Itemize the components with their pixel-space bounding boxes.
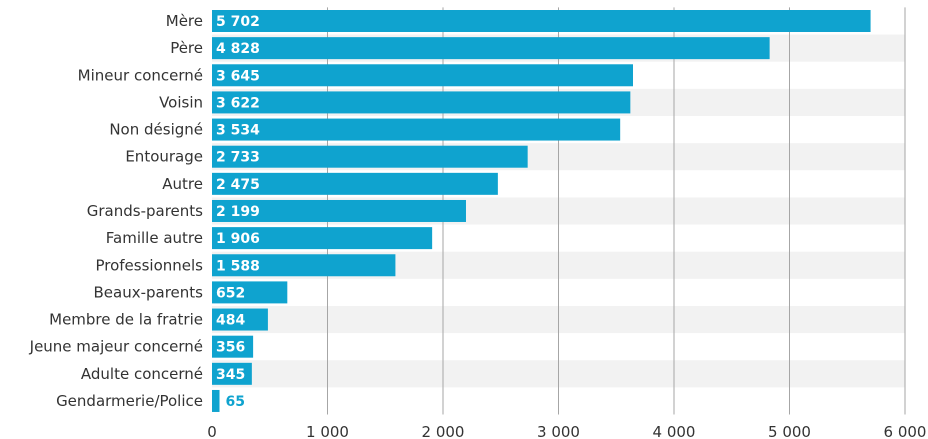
bar xyxy=(212,118,621,141)
bar xyxy=(212,172,498,195)
bar xyxy=(212,10,871,32)
category-label: Adulte concerné xyxy=(81,365,203,383)
category-label: Membre de la fratrie xyxy=(49,311,203,329)
bar xyxy=(212,281,288,304)
bar xyxy=(212,254,396,277)
value-label: 1 906 xyxy=(216,231,260,247)
category-label: Gendarmerie/Police xyxy=(56,392,203,410)
category-label: Grands-parents xyxy=(87,202,203,220)
bar xyxy=(212,389,220,412)
value-label: 2 733 xyxy=(216,150,260,166)
value-labels: 5 702 4 828 3 645 3 622 3 534 2 733 2 475 2 199… xyxy=(216,14,260,410)
value-label: 4 828 xyxy=(216,41,260,57)
x-tick-label: 5 000 xyxy=(768,423,811,439)
value-label: 356 xyxy=(216,340,245,356)
bar xyxy=(212,145,528,168)
bar xyxy=(212,37,770,60)
value-label: 484 xyxy=(216,313,245,329)
x-tick-label: 0 xyxy=(207,423,217,439)
category-label: Entourage xyxy=(125,148,203,166)
category-label: Voisin xyxy=(159,93,203,111)
value-label: 3 622 xyxy=(216,95,260,111)
category-label: Jeune majeur concerné xyxy=(29,338,203,356)
bar xyxy=(212,335,254,358)
category-label: Père xyxy=(170,39,203,57)
category-label: Famille autre xyxy=(106,229,203,247)
value-label: 345 xyxy=(216,367,245,383)
value-label: 3 534 xyxy=(216,123,260,139)
bar xyxy=(212,199,466,222)
category-label: Beaux-parents xyxy=(94,283,204,301)
x-tick-label: 3 000 xyxy=(537,423,580,439)
value-label: 652 xyxy=(216,285,245,301)
category-labels: Mère Père Mineur concerné Voisin Non désigné… xyxy=(29,12,204,410)
value-label: 2 199 xyxy=(216,204,260,220)
bar xyxy=(212,308,268,331)
x-tick-label: 1 000 xyxy=(306,423,349,439)
category-label: Mineur concerné xyxy=(78,66,203,84)
category-label: Autre xyxy=(162,175,203,193)
bar xyxy=(212,362,252,385)
bar xyxy=(212,64,633,87)
value-label: 65 xyxy=(226,394,245,410)
value-label: 1 588 xyxy=(216,258,260,274)
value-label: 3 645 xyxy=(216,68,260,84)
value-label: 5 702 xyxy=(216,14,260,30)
category-label: Non désigné xyxy=(109,121,203,139)
bar xyxy=(212,91,631,114)
value-label: 2 475 xyxy=(216,177,260,193)
x-tick-labels: 0 1 000 2 000 3 000 4 000 5 000 6 000 xyxy=(207,423,926,439)
bar xyxy=(212,227,433,250)
category-label: Professionnels xyxy=(95,256,203,274)
x-tick-label: 4 000 xyxy=(653,423,696,439)
category-label: Mère xyxy=(166,12,203,30)
bars xyxy=(212,10,871,412)
x-tick-label: 6 000 xyxy=(884,423,927,439)
x-tick-label: 2 000 xyxy=(422,423,465,439)
